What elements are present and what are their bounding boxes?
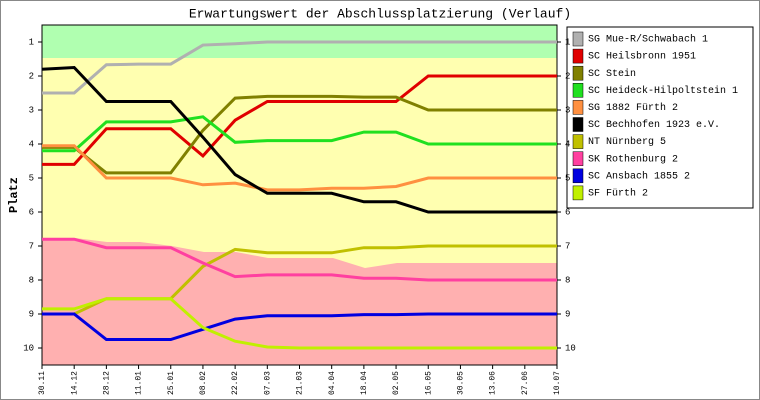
y-tick-label: 3	[29, 105, 34, 115]
x-tick-label: 07.03	[263, 371, 272, 395]
y-tick-label: 1	[29, 37, 34, 47]
y2-tick-label: 5	[565, 173, 570, 183]
x-tick-label: 25.01	[167, 371, 176, 395]
x-tick-label: 10.07	[553, 371, 562, 395]
y2-tick-label: 1	[565, 37, 570, 47]
x-tick-label: 16.05	[424, 371, 433, 395]
legend-label: SC Ansbach 1855 2	[588, 170, 690, 182]
y2-tick-label: 3	[565, 105, 570, 115]
legend-label: SC Heilsbronn 1951	[588, 51, 696, 63]
legend-swatch	[572, 185, 584, 201]
series-line	[42, 237, 557, 282]
legend-label: SK Rothenburg 2	[588, 153, 678, 165]
x-tick-label: 28.12	[102, 371, 111, 395]
legend-swatch	[572, 168, 584, 184]
legend-swatch	[572, 134, 584, 149]
legend-label: SC Bechhofen 1923 e.V.	[588, 119, 720, 131]
x-tick-label: 22.02	[231, 371, 240, 395]
x-tick-label: 02.05	[392, 371, 401, 395]
y2-tick-label: 8	[565, 275, 570, 285]
legend-swatch	[572, 65, 584, 81]
x-tick-label: 30.11	[38, 371, 47, 395]
y-tick-label: 10	[23, 343, 34, 353]
legend-label: NT Nürnberg 5	[588, 136, 666, 148]
x-tick-label: 30.05	[457, 371, 466, 395]
legend-label: SF Fürth 2	[588, 188, 648, 200]
y-tick-label: 2	[29, 71, 34, 81]
legend-swatch	[572, 151, 584, 166]
legend-swatch	[572, 48, 584, 64]
legend	[566, 26, 754, 209]
y-tick-label: 7	[29, 241, 34, 251]
y-tick-label: 5	[29, 173, 34, 183]
y2-tick-label: 10	[565, 343, 576, 353]
legend-swatch	[572, 100, 584, 115]
legend-swatch	[572, 31, 584, 47]
legend-label: SG 1882 Fürth 2	[588, 102, 678, 114]
y-tick-label: 6	[29, 207, 34, 217]
y-tick-label: 9	[29, 309, 34, 319]
chart-title: Erwartungswert der Abschlussplatzierung …	[189, 6, 571, 21]
y2-tick-label: 4	[565, 139, 570, 149]
x-tick-label: 18.04	[360, 371, 369, 395]
series-line	[41, 65, 557, 214]
series-line	[42, 94, 557, 175]
series-line	[42, 297, 557, 350]
y2-tick-label: 2	[565, 71, 570, 81]
y2-tick-label: 7	[565, 241, 570, 251]
legend-swatch	[572, 83, 584, 98]
x-tick-label: 21.03	[296, 371, 305, 395]
series-line	[42, 115, 557, 153]
y-axis-label: Platz	[7, 177, 21, 213]
y-tick-label: 8	[29, 275, 34, 285]
y2-tick-label: 9	[565, 309, 570, 319]
legend-swatch	[572, 117, 584, 132]
legend-label: SC Heideck-Hilpoltstein 1	[588, 85, 738, 97]
legend-label: SG Mue-R/Schwabach 1	[588, 34, 708, 46]
legend-label: SC Stein	[588, 68, 636, 80]
y-tick-label: 4	[29, 139, 34, 149]
series-line	[42, 312, 557, 341]
x-tick-label: 27.06	[521, 371, 530, 395]
x-tick-label: 04.04	[328, 371, 337, 395]
series-line	[42, 40, 557, 95]
x-tick-label: 11.01	[135, 371, 144, 395]
y2-tick-label: 6	[565, 207, 570, 217]
series-line	[42, 144, 557, 192]
x-tick-label: 14.12	[70, 371, 79, 395]
x-tick-label: 08.02	[199, 371, 208, 395]
zone-bottom	[42, 238, 557, 365]
series-line	[42, 74, 557, 166]
x-tick-label: 13.06	[489, 371, 498, 395]
